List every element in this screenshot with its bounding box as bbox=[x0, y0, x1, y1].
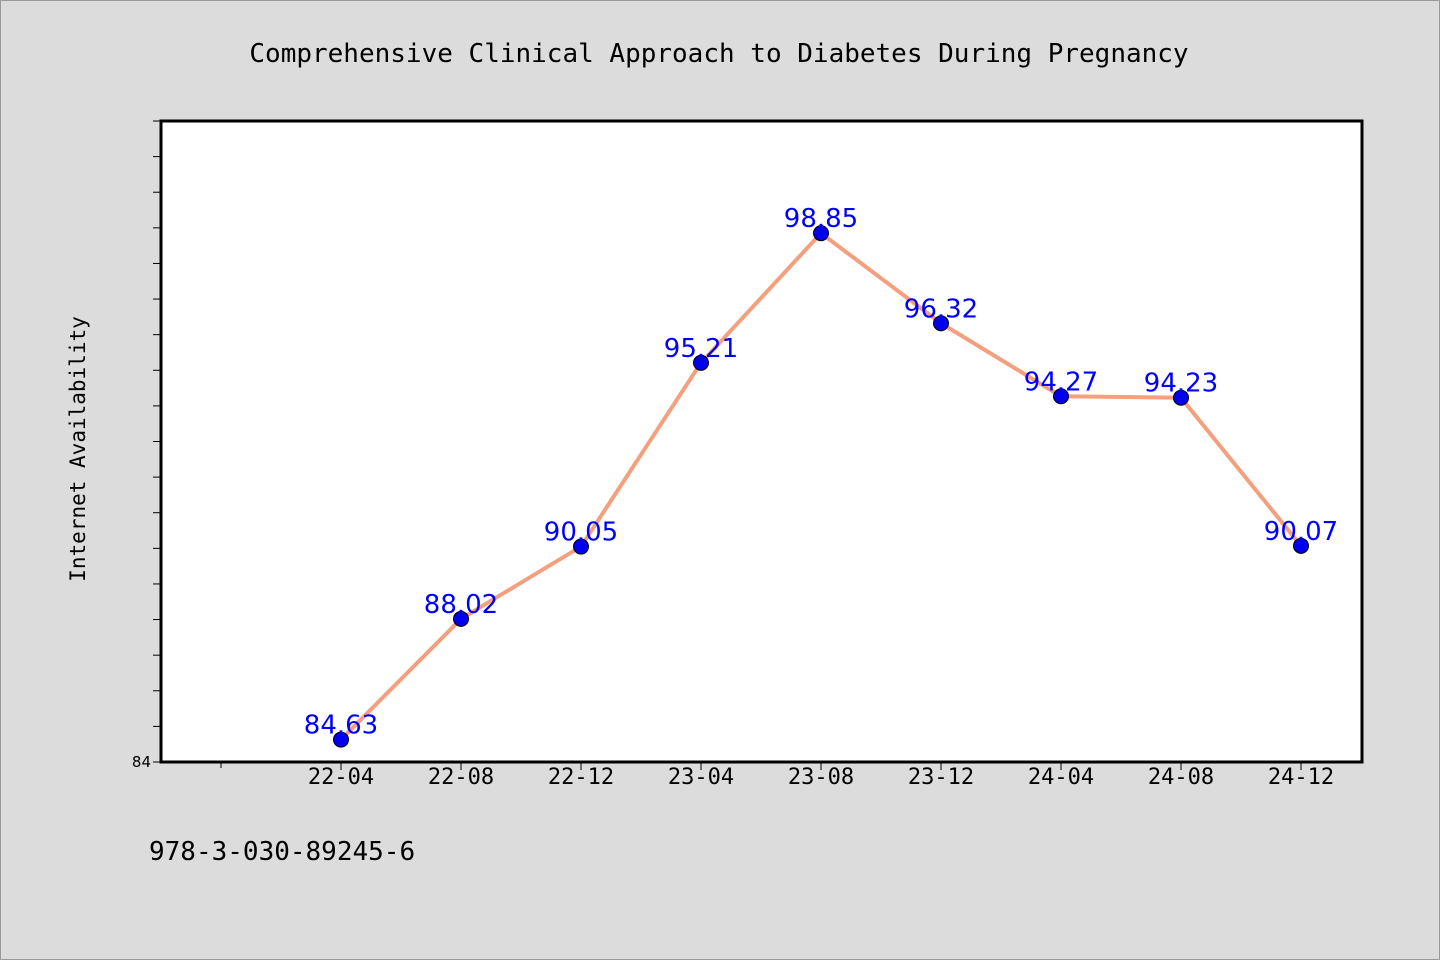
data-point-22-08 bbox=[453, 610, 469, 627]
data-point-23-08 bbox=[813, 225, 829, 242]
data-label-22-08: 88.02 bbox=[424, 590, 498, 620]
x-tick-label-23-12: 23-12 bbox=[908, 765, 974, 790]
x-tick-label-22-04: 22-04 bbox=[308, 765, 374, 790]
data-label-22-12: 90.05 bbox=[544, 518, 618, 548]
x-tick-label-23-08: 23-08 bbox=[788, 765, 854, 790]
y-tick-label: 84 bbox=[132, 753, 151, 771]
y-axis-label: Internet Availability bbox=[66, 316, 90, 582]
data-label-23-12: 96.32 bbox=[904, 294, 978, 324]
series-group bbox=[333, 225, 1309, 748]
data-label-24-08: 94.23 bbox=[1144, 369, 1218, 399]
x-tick-label-24-04: 24-04 bbox=[1028, 765, 1094, 790]
data-label-22-04: 84.63 bbox=[304, 711, 378, 741]
x-tick-label-24-12: 24-12 bbox=[1268, 765, 1334, 790]
x-tick-label-23-04: 23-04 bbox=[668, 765, 734, 790]
data-point-24-12 bbox=[1293, 537, 1309, 554]
data-point-23-04 bbox=[693, 354, 709, 371]
data-label-24-04: 94.27 bbox=[1024, 367, 1098, 397]
data-point-22-12 bbox=[573, 538, 589, 555]
data-label-24-12: 90.07 bbox=[1264, 517, 1338, 547]
x-tick-label-24-08: 24-08 bbox=[1148, 765, 1214, 790]
data-point-22-04 bbox=[333, 731, 349, 748]
data-label-23-08: 98.85 bbox=[784, 204, 858, 234]
x-tick-label-22-08: 22-08 bbox=[428, 765, 494, 790]
isbn-text: 978-3-030-89245-6 bbox=[149, 837, 416, 867]
x-tick-label-22-12: 22-12 bbox=[548, 765, 614, 790]
y-axis-ticks: 84 bbox=[132, 120, 161, 771]
data-label-23-04: 95.21 bbox=[664, 334, 738, 364]
data-labels: 84.63 88.02 90.05 95.21 98.85 96.32 94.27 94.23… bbox=[304, 204, 1338, 740]
data-point-24-04 bbox=[1053, 388, 1069, 405]
data-point-23-12 bbox=[933, 315, 949, 332]
data-point-24-08 bbox=[1173, 389, 1189, 406]
x-axis-ticks: 22-04 22-08 22-12 23-04 23-08 23-12 24-04 24-08… bbox=[220, 762, 1334, 790]
chart-title: Comprehensive Clinical Approach to Diabe… bbox=[249, 39, 1188, 69]
plot-area bbox=[159, 119, 1364, 764]
